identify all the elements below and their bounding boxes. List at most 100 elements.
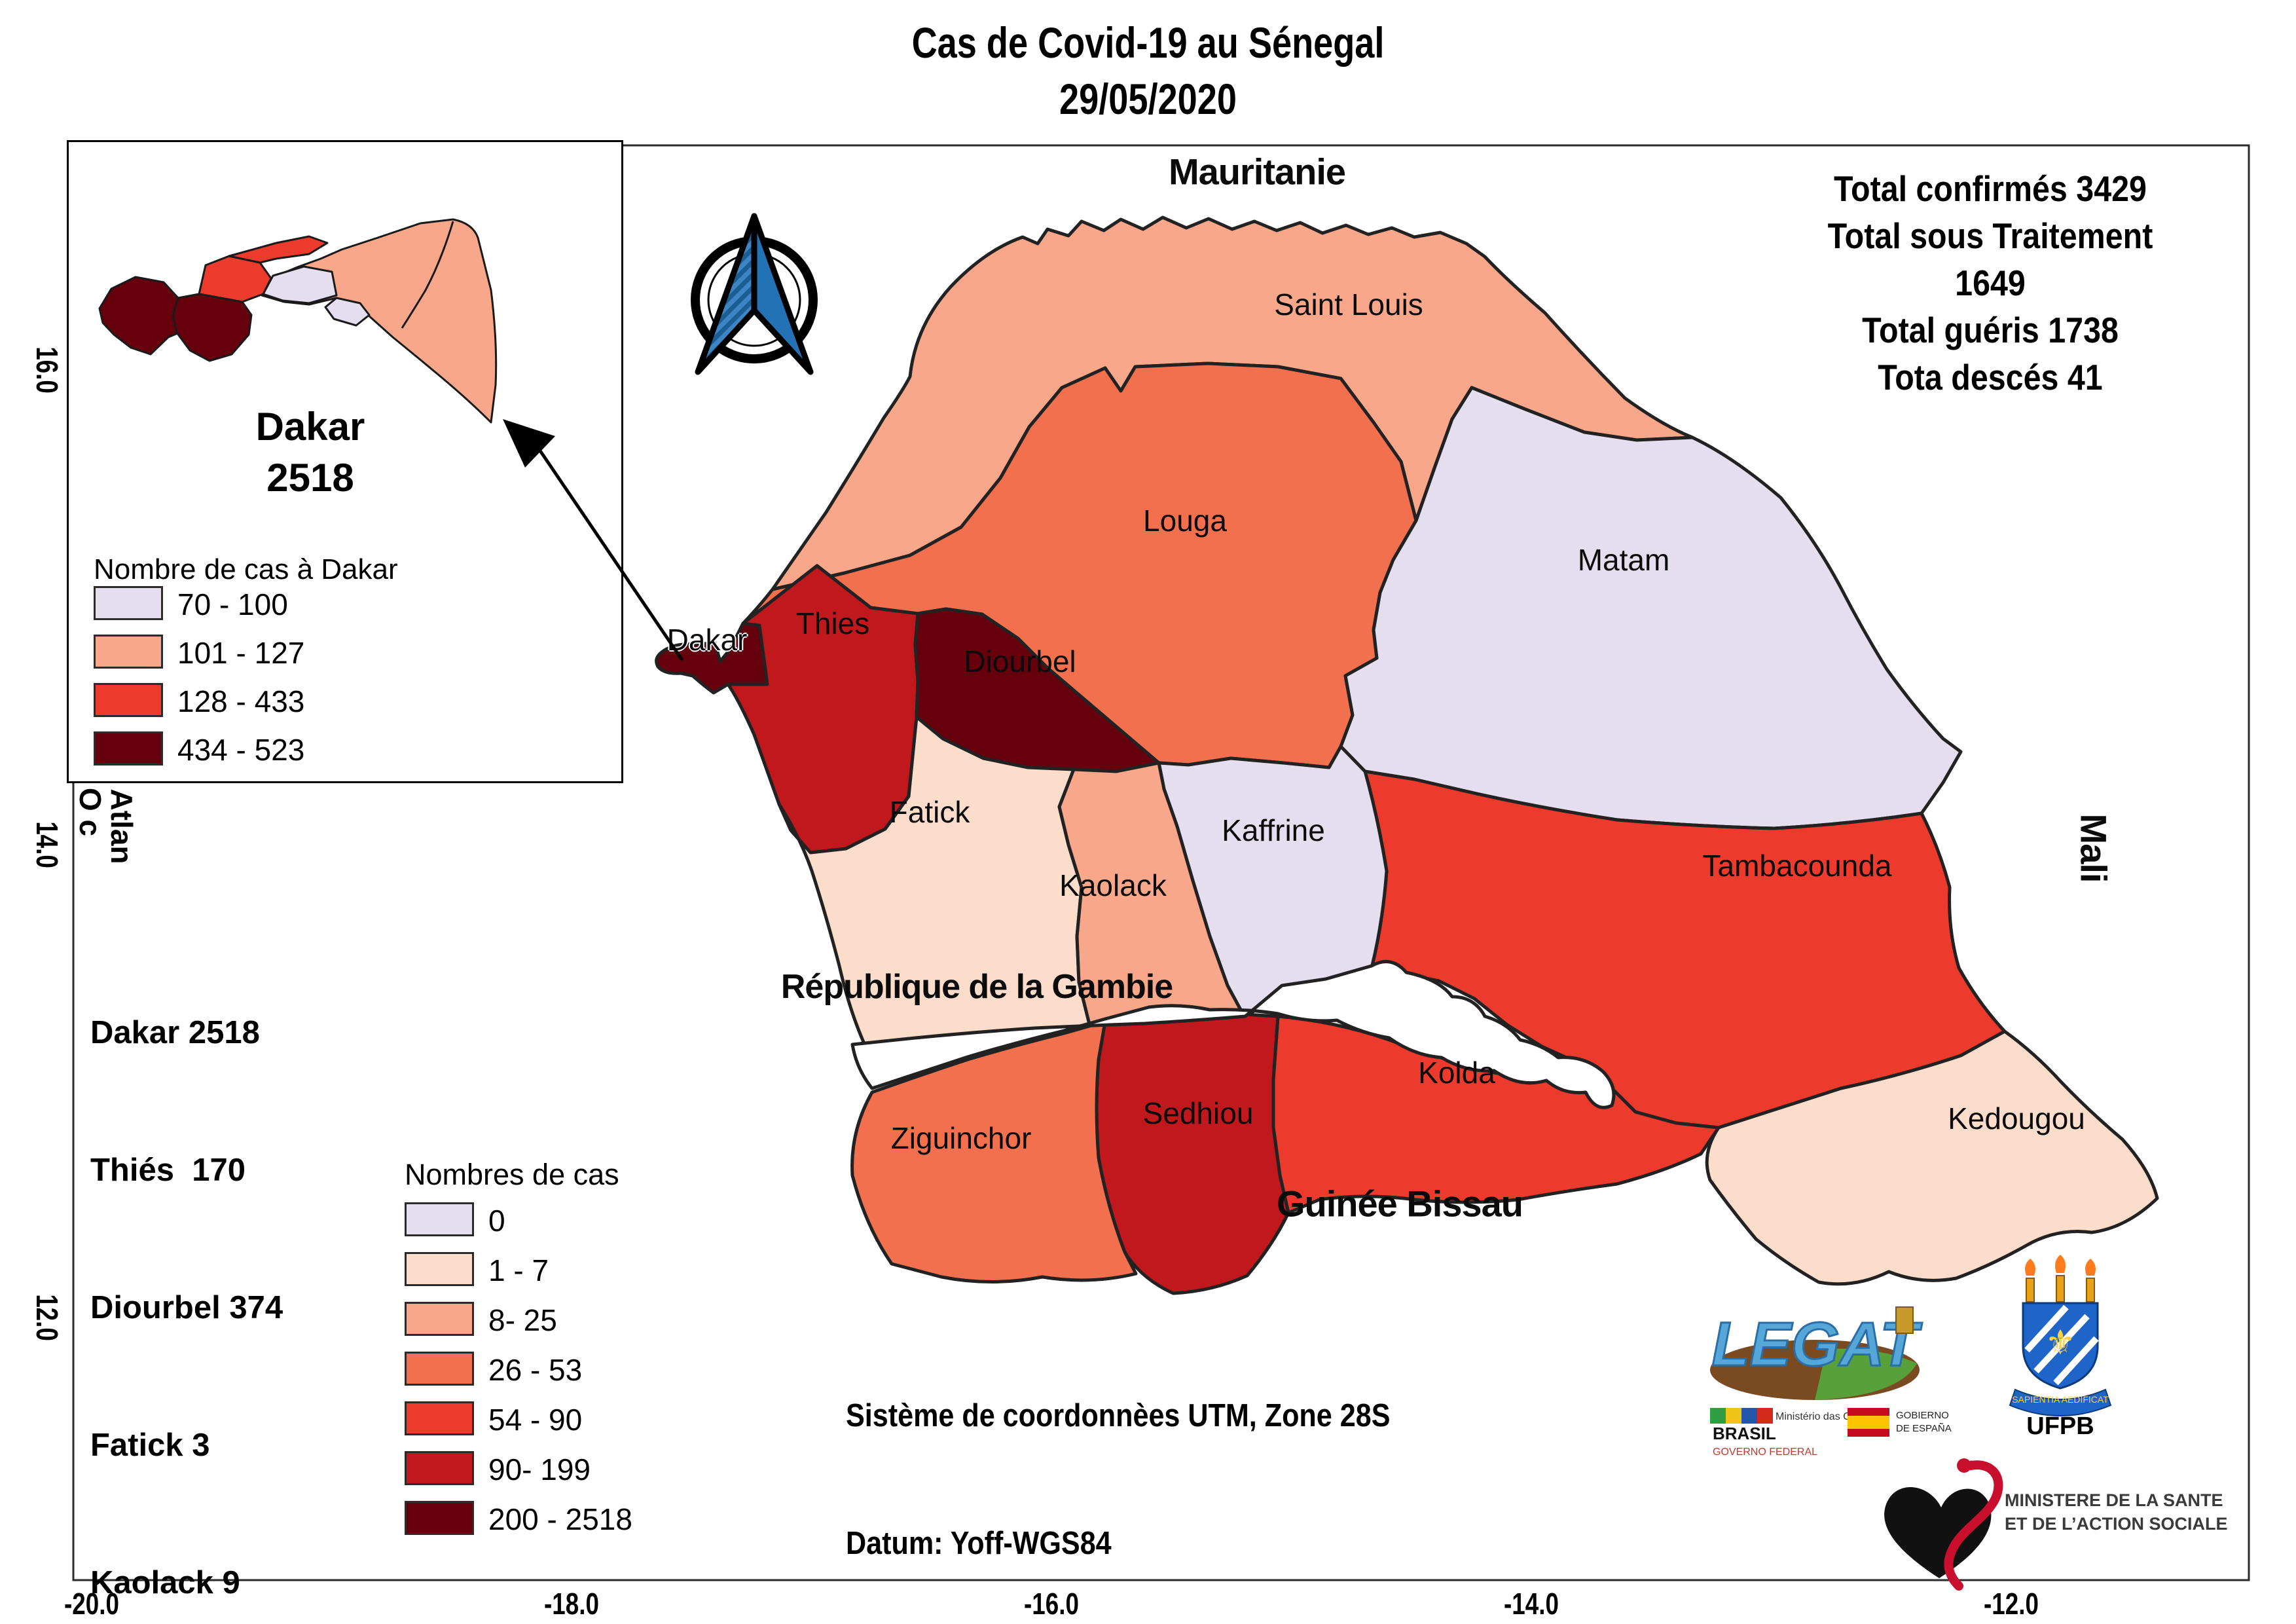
x-tick--16: -16.0 — [1024, 1587, 1079, 1621]
legend-row: 0 — [405, 1202, 619, 1238]
legend-label: 101 - 127 — [177, 636, 305, 670]
stat-line: Tota descés 41 — [1878, 357, 2103, 397]
label-mauritanie: Mauritanie — [1168, 151, 1346, 193]
svg-text:LEGAT: LEGAT — [1712, 1310, 1923, 1379]
legend-label: 200 - 2518 — [488, 1502, 632, 1536]
main-legend-title: Nombres de cas — [405, 1158, 619, 1191]
legend-label: 90- 199 — [488, 1452, 591, 1486]
ufpb-logo: ⚜ SAPIENTIA AEDIFICAT UFPB — [2009, 1255, 2112, 1440]
ufpb-torches — [2025, 1255, 2096, 1302]
svg-text:GOVERNO FEDERAL: GOVERNO FEDERAL — [1713, 1447, 1817, 1458]
legend-label: 70 - 100 — [177, 587, 288, 621]
label-tambacounda: Tambacounda — [1702, 849, 1892, 883]
stats-block: Total confirmés 3429 Total sous Traiteme… — [1748, 165, 2232, 401]
main-legend: Nombres de cas 0 1 - 7 8- 25 26 - 53 54 … — [405, 1158, 632, 1536]
region-case-list: Dakar 2518 Thiés 170 Diourbel 374 Fatick… — [90, 918, 350, 1624]
north-arrow-icon — [691, 213, 818, 375]
label-ocean-fragment-2: Atlan — [105, 788, 139, 864]
legend-swatch — [405, 1202, 474, 1236]
legend-swatch — [405, 1352, 474, 1386]
inset-commune-red-2 — [228, 235, 329, 264]
legend-row: 8- 25 — [405, 1302, 619, 1337]
list-item: Diourbel 374 — [90, 1290, 283, 1325]
label-dakar: Dakar — [666, 623, 748, 657]
legend-swatch — [405, 1451, 474, 1485]
list-item: Kaolack 9 — [90, 1565, 240, 1600]
legend-swatch — [94, 635, 163, 669]
inset-legend-title: Nombre de cas à Dakar — [94, 553, 398, 585]
legend-row: 54 - 90 — [405, 1401, 619, 1437]
label-saint-louis: Saint Louis — [1274, 287, 1423, 322]
legend-swatch — [94, 586, 163, 620]
svg-text:UFPB: UFPB — [2026, 1412, 2094, 1440]
label-thies: Thies — [795, 606, 870, 640]
svg-text:GOBIERNO: GOBIERNO — [1896, 1410, 1949, 1421]
region-gambia-gap — [850, 960, 1616, 1109]
svg-text:MINISTERE DE LA SANTE: MINISTERE DE LA SANTE — [2005, 1490, 2223, 1510]
x-tick--18: -18.0 — [544, 1587, 599, 1621]
label-matam: Matam — [1577, 543, 1670, 577]
fleur-de-lis-icon: ⚜ — [2045, 1324, 2076, 1362]
svg-text:ET DE L’ACTION SOCIALE: ET DE L’ACTION SOCIALE — [2005, 1514, 2228, 1534]
label-guinee-bissau: Guinée Bissau — [1276, 1183, 1523, 1225]
inset-commune-lavender-2 — [324, 297, 371, 327]
y-tick-16: 16.0 — [30, 346, 64, 394]
stat-line: Total sous Traitement — [1827, 215, 2153, 256]
label-diourbel: Diourbel — [964, 644, 1076, 678]
legend-swatch — [94, 731, 163, 766]
label-kaolack: Kaolack — [1059, 868, 1167, 902]
label-kedougou: Kedougou — [1948, 1101, 2085, 1135]
source-block: Sistème de coordonnèes UTM, Zone 28S Dat… — [846, 1310, 1475, 1624]
list-item: Dakar 2518 — [90, 1015, 260, 1050]
legend-label: 54 - 90 — [488, 1403, 583, 1437]
legend-swatch — [94, 683, 163, 717]
svg-text:BRASIL: BRASIL — [1713, 1424, 1776, 1443]
legend-label: 128 - 433 — [177, 684, 305, 718]
map-frame — [72, 144, 2250, 1581]
legend-label: 0 — [488, 1204, 505, 1238]
label-kaffrine: Kaffrine — [1222, 813, 1325, 847]
legend-label: 8- 25 — [488, 1303, 557, 1337]
label-ziguinchor: Ziguinchor — [890, 1121, 1032, 1155]
svg-text:DE ESPAÑA: DE ESPAÑA — [1896, 1423, 1952, 1434]
legend-swatch — [405, 1252, 474, 1286]
x-tick--12: -12.0 — [1984, 1587, 2039, 1621]
x-tick--20: -20.0 — [64, 1587, 119, 1621]
label-mali: Mali — [2073, 813, 2115, 883]
title-line1: Cas de Covid-19 au Sénegal — [911, 18, 1385, 67]
legend-row: 200 - 2518 — [405, 1501, 632, 1536]
dakar-inset-map — [98, 218, 498, 424]
legend-label: 26 - 53 — [488, 1353, 583, 1387]
dakar-inset-box: Dakar 2518 Nombre de cas à Dakar 70 - 10… — [67, 140, 623, 783]
source-line: Sistème de coordonnèes UTM, Zone 28S — [846, 1398, 1391, 1433]
inset-region-name: Dakar — [255, 405, 365, 449]
label-fatick: Fatick — [889, 795, 970, 829]
label-louga: Louga — [1143, 504, 1227, 538]
label-sedhiou: Sedhiou — [1142, 1096, 1254, 1130]
legat-logo: LEGAT BRASIL GOVERNO FEDERAL Ministério … — [1710, 1306, 1952, 1458]
region-ziguinchor — [850, 1020, 1138, 1283]
title-line2: 29/05/2020 — [1059, 75, 1237, 123]
y-tick-12: 12.0 — [30, 1294, 64, 1341]
legend-label: 1 - 7 — [488, 1253, 549, 1287]
inset-commune-border — [401, 221, 454, 329]
region-saint-louis — [771, 215, 1694, 591]
legend-swatch — [405, 1501, 474, 1535]
legend-swatch — [405, 1401, 474, 1435]
list-item: Thiés 170 — [90, 1153, 246, 1188]
map-title: Cas de Covid-19 au Sénegal 29/05/2020 — [207, 14, 2090, 127]
ministry-logo: MINISTERE DE LA SANTE ET DE L’ACTION SOC… — [1884, 1458, 2228, 1591]
legend-row: 90- 199 — [405, 1451, 619, 1486]
inset-region-value: 2518 — [266, 456, 354, 500]
y-tick-14: 14.0 — [30, 821, 64, 868]
label-gambie: République de la Gambie — [780, 968, 1173, 1006]
stat-line: Total confirmés 3429 — [1834, 168, 2147, 209]
x-tick--14: -14.0 — [1504, 1587, 1559, 1621]
stat-line: Total guéris 1738 — [1862, 310, 2119, 350]
legend-row: 26 - 53 — [405, 1352, 619, 1387]
legend-row: 1 - 7 — [405, 1252, 619, 1287]
stat-line: 1649 — [1955, 263, 2026, 303]
label-kolda: Kolda — [1418, 1056, 1495, 1090]
